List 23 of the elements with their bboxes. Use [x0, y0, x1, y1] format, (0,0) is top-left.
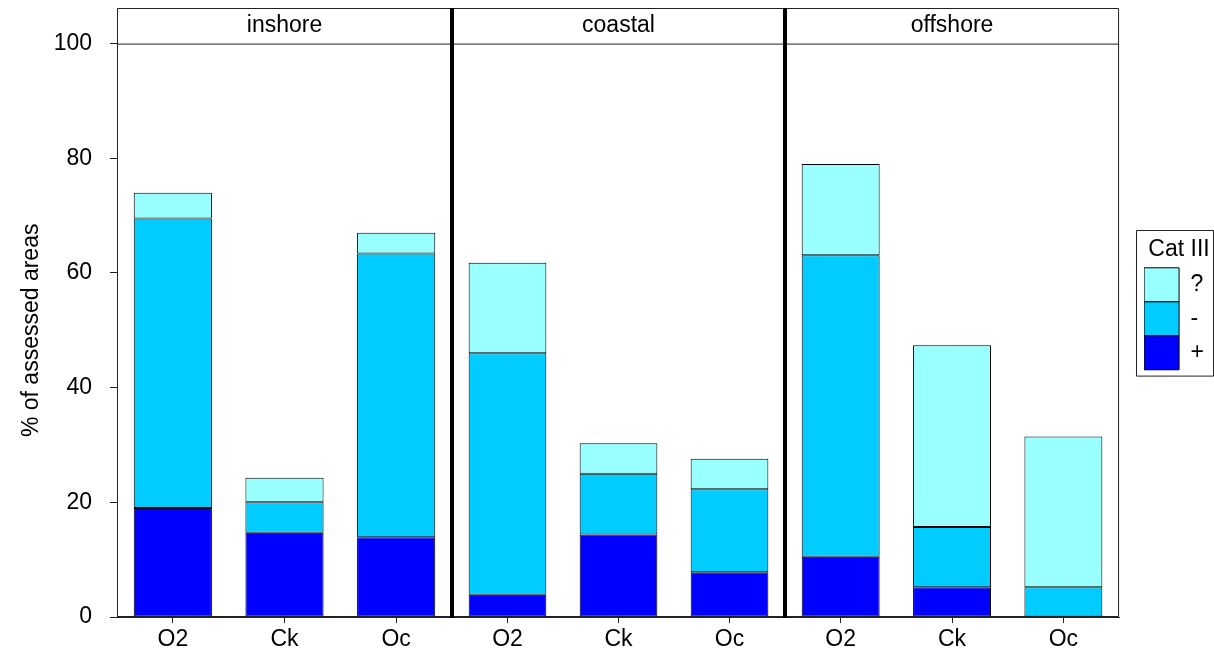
y-tick-label: 100: [53, 28, 92, 55]
legend-label: -: [1190, 304, 1199, 331]
x-tick-label: O2: [157, 625, 189, 652]
y-axis-title: % of assessed areas: [17, 223, 44, 438]
x-tick-label: Oc: [714, 625, 745, 652]
x-tick-label: Ck: [270, 625, 300, 652]
y-tick-label: 40: [66, 372, 92, 399]
x-tick-label: Oc: [1048, 625, 1079, 652]
x-tick-label: O2: [492, 625, 523, 652]
y-tick-label: 20: [66, 487, 92, 514]
legend-title: Cat III: [1148, 235, 1210, 262]
y-tick-label: 60: [66, 258, 92, 285]
chart-title: inshore: [246, 11, 323, 38]
x-tick-label: Oc: [381, 625, 411, 652]
x-tick-label: O2: [825, 625, 857, 652]
legend-label: ?: [1190, 270, 1204, 297]
x-tick-label: Ck: [604, 625, 634, 652]
legend-label: +: [1190, 338, 1205, 365]
x-tick-label: Ck: [937, 625, 967, 652]
y-tick-label: 0: [79, 602, 92, 629]
chart-title: offshore: [910, 11, 994, 38]
y-tick-label: 80: [66, 143, 92, 170]
chart-title: coastal: [582, 11, 655, 38]
